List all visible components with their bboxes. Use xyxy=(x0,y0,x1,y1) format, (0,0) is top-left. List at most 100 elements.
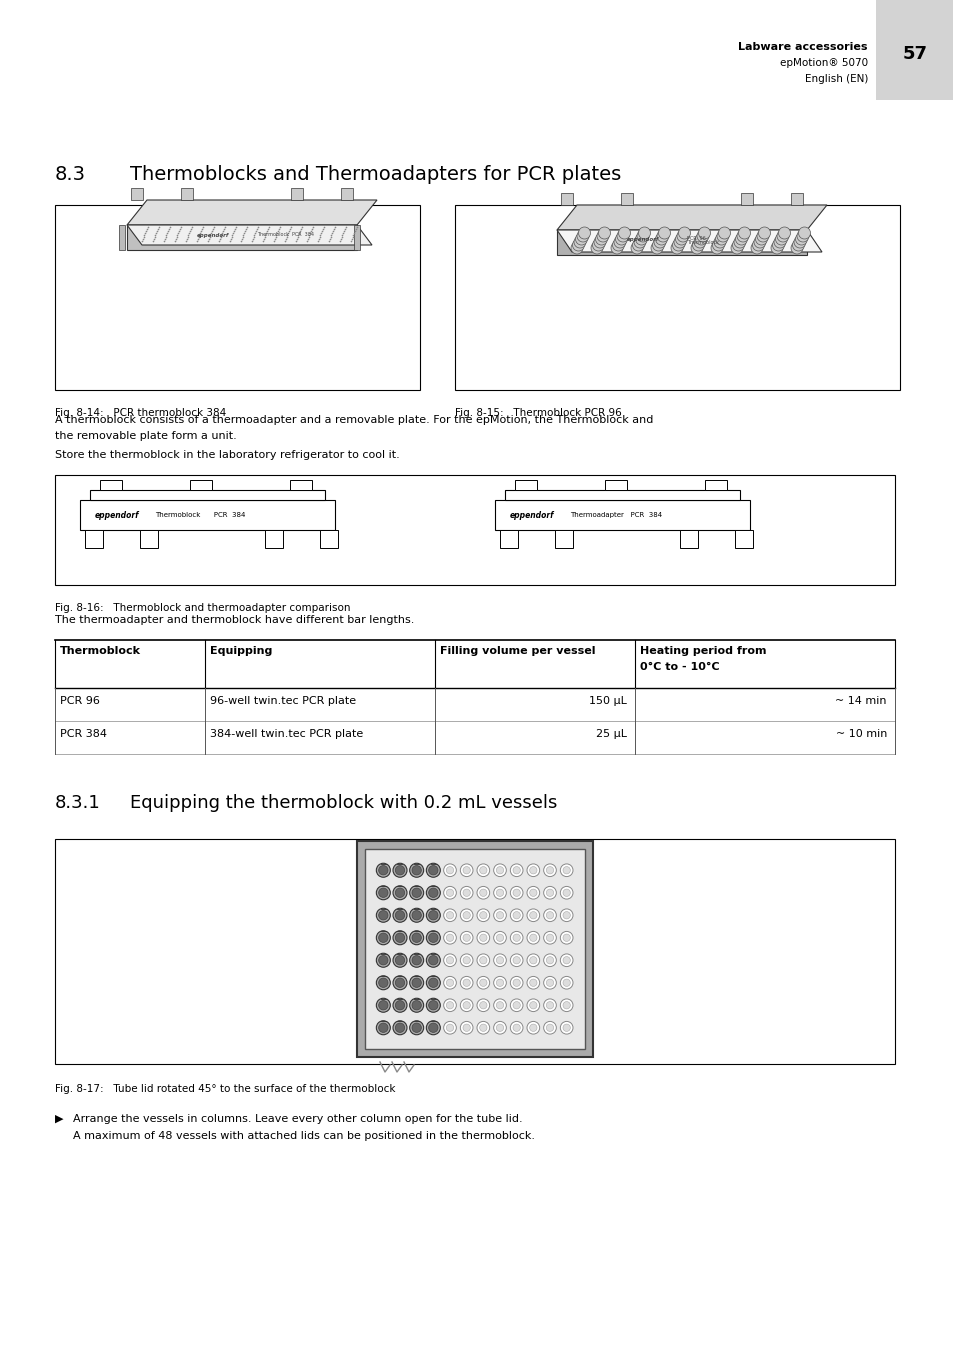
Circle shape xyxy=(476,887,489,899)
Circle shape xyxy=(378,1023,388,1033)
Circle shape xyxy=(378,888,388,898)
Circle shape xyxy=(446,911,454,919)
Text: Fig. 8-15:   Thermoblock PCR 96: Fig. 8-15: Thermoblock PCR 96 xyxy=(455,408,621,418)
Circle shape xyxy=(590,242,602,254)
Circle shape xyxy=(479,979,486,987)
Circle shape xyxy=(795,234,806,244)
Circle shape xyxy=(571,242,582,254)
Circle shape xyxy=(578,227,590,239)
Circle shape xyxy=(493,999,506,1011)
Bar xyxy=(131,188,143,200)
Circle shape xyxy=(479,1002,486,1008)
Circle shape xyxy=(650,242,662,254)
Circle shape xyxy=(693,236,705,248)
Circle shape xyxy=(462,911,470,919)
Bar xyxy=(55,475,894,585)
Polygon shape xyxy=(557,230,806,255)
Circle shape xyxy=(428,1023,437,1033)
Circle shape xyxy=(592,239,604,251)
Circle shape xyxy=(412,911,421,919)
Circle shape xyxy=(378,1000,388,1010)
Circle shape xyxy=(710,242,722,254)
Circle shape xyxy=(543,864,556,876)
Text: Equipping: Equipping xyxy=(210,647,273,656)
Circle shape xyxy=(617,230,628,242)
Circle shape xyxy=(776,230,788,242)
Circle shape xyxy=(738,227,750,239)
Circle shape xyxy=(393,863,407,878)
Circle shape xyxy=(462,867,470,873)
Bar xyxy=(499,531,517,548)
Circle shape xyxy=(395,1023,404,1033)
Circle shape xyxy=(409,953,423,967)
Circle shape xyxy=(409,886,423,899)
Text: A maximum of 48 vessels with attached lids can be positioned in the thermoblock.: A maximum of 48 vessels with attached li… xyxy=(73,1131,535,1141)
Circle shape xyxy=(395,911,404,919)
Circle shape xyxy=(496,867,503,873)
Text: Store the thermoblock in the laboratory refrigerator to cool it.: Store the thermoblock in the laboratory … xyxy=(55,450,399,460)
Text: PCR  96: PCR 96 xyxy=(686,235,705,240)
Circle shape xyxy=(750,242,762,254)
Circle shape xyxy=(393,998,407,1012)
Circle shape xyxy=(715,234,727,244)
Circle shape xyxy=(460,999,473,1011)
Circle shape xyxy=(479,957,486,964)
Circle shape xyxy=(510,976,522,990)
Circle shape xyxy=(529,867,537,873)
Circle shape xyxy=(378,865,388,875)
Circle shape xyxy=(562,867,570,873)
Circle shape xyxy=(393,953,407,967)
Circle shape xyxy=(393,886,407,899)
Circle shape xyxy=(395,979,404,987)
Circle shape xyxy=(428,865,437,875)
Circle shape xyxy=(632,239,644,251)
Circle shape xyxy=(412,933,421,942)
Circle shape xyxy=(543,887,556,899)
Circle shape xyxy=(717,230,728,242)
Circle shape xyxy=(543,999,556,1011)
Circle shape xyxy=(393,909,407,922)
Circle shape xyxy=(529,979,537,987)
Circle shape xyxy=(677,230,688,242)
Bar xyxy=(740,193,752,205)
Circle shape xyxy=(460,1022,473,1034)
Circle shape xyxy=(732,239,743,251)
Text: Thermoadapter   PCR  384: Thermoadapter PCR 384 xyxy=(569,512,661,518)
Circle shape xyxy=(510,954,522,967)
Text: Filling volume per vessel: Filling volume per vessel xyxy=(439,647,595,656)
Circle shape xyxy=(476,999,489,1011)
Circle shape xyxy=(496,957,503,964)
Text: eppendorf: eppendorf xyxy=(95,510,139,520)
Circle shape xyxy=(559,887,573,899)
Circle shape xyxy=(479,1025,486,1031)
Text: PCR 96: PCR 96 xyxy=(60,697,100,706)
Circle shape xyxy=(395,933,404,942)
Circle shape xyxy=(562,911,570,919)
Text: 150 μL: 150 μL xyxy=(589,697,626,706)
Circle shape xyxy=(510,999,522,1011)
Circle shape xyxy=(546,1025,553,1031)
Text: Fig. 8-17:   Tube lid rotated 45° to the surface of the thermoblock: Fig. 8-17: Tube lid rotated 45° to the s… xyxy=(55,1084,395,1094)
Bar xyxy=(555,531,573,548)
Circle shape xyxy=(614,236,625,248)
Circle shape xyxy=(446,1025,454,1031)
Circle shape xyxy=(526,909,539,922)
Circle shape xyxy=(798,227,810,239)
Circle shape xyxy=(770,242,782,254)
Circle shape xyxy=(412,1000,421,1010)
Circle shape xyxy=(577,230,588,242)
Circle shape xyxy=(529,890,537,896)
Bar xyxy=(790,193,802,205)
Text: epMotion® 5070: epMotion® 5070 xyxy=(779,58,867,68)
Circle shape xyxy=(778,227,790,239)
Circle shape xyxy=(526,1022,539,1034)
Circle shape xyxy=(543,976,556,990)
Circle shape xyxy=(476,909,489,922)
Circle shape xyxy=(559,864,573,876)
Circle shape xyxy=(526,999,539,1011)
Circle shape xyxy=(496,911,503,919)
Circle shape xyxy=(529,911,537,919)
Circle shape xyxy=(395,1000,404,1010)
Bar xyxy=(119,225,125,250)
Circle shape xyxy=(460,909,473,922)
